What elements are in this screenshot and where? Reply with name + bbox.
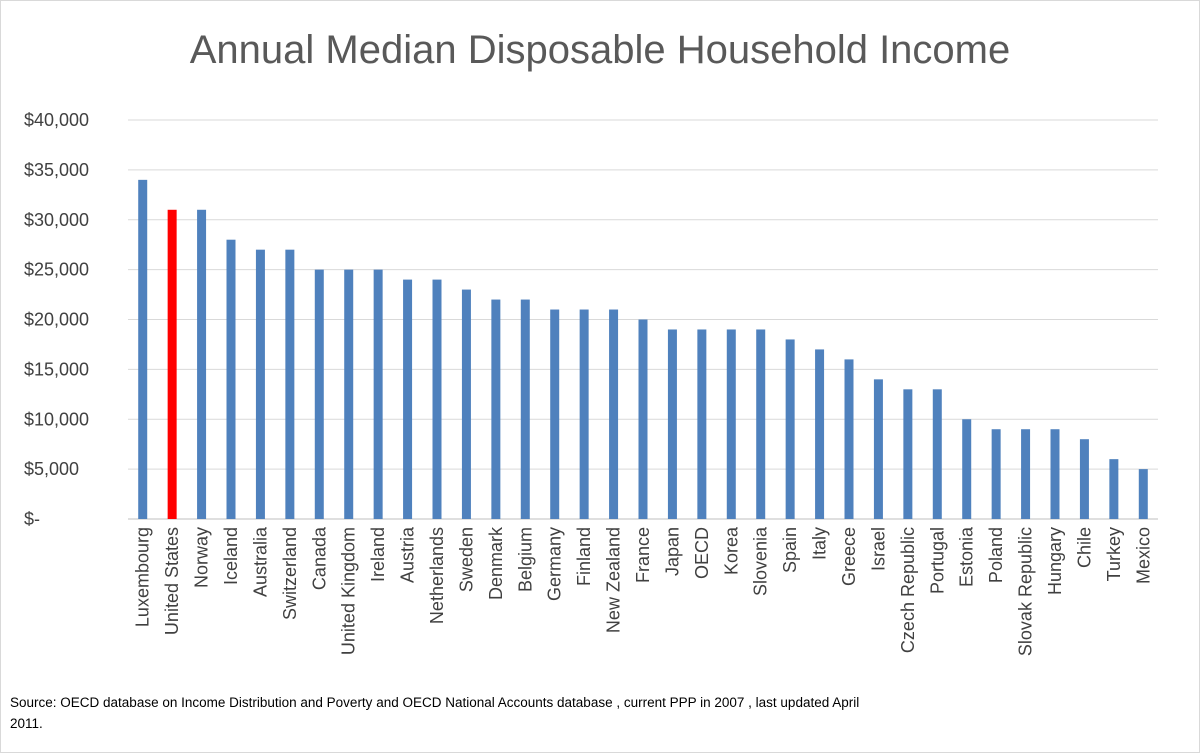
bar bbox=[579, 309, 589, 519]
source-note: Source: OECD database on Income Distribu… bbox=[10, 695, 860, 731]
x-tick-label: United States bbox=[162, 527, 182, 635]
bar bbox=[873, 379, 883, 519]
y-tick-label: $25,000 bbox=[24, 260, 89, 280]
x-tick-label: Germany bbox=[545, 527, 565, 601]
bar bbox=[609, 309, 619, 519]
x-tick-label: Turkey bbox=[1104, 527, 1124, 581]
x-tick-label: Estonia bbox=[957, 526, 977, 587]
y-tick-label: $20,000 bbox=[24, 310, 89, 330]
x-tick-label: Chile bbox=[1074, 527, 1094, 568]
bar bbox=[197, 209, 207, 519]
bar bbox=[403, 279, 413, 519]
x-tick-label: Netherlands bbox=[427, 527, 447, 624]
bar bbox=[138, 179, 148, 519]
bar bbox=[991, 429, 1001, 519]
x-tick-label: Belgium bbox=[515, 527, 535, 592]
bar bbox=[667, 329, 677, 519]
x-tick-label: Japan bbox=[662, 527, 682, 576]
x-tick-label: Italy bbox=[810, 527, 830, 560]
bar bbox=[432, 279, 442, 519]
bar bbox=[167, 209, 177, 519]
bar bbox=[844, 359, 854, 519]
bar bbox=[285, 249, 295, 520]
bar bbox=[638, 319, 648, 519]
y-tick-label: $5,000 bbox=[24, 459, 79, 479]
x-tick-label: Norway bbox=[192, 527, 212, 588]
bar bbox=[1021, 429, 1031, 519]
x-tick-label: Hungary bbox=[1045, 527, 1065, 595]
x-tick-label: United Kingdom bbox=[339, 527, 359, 655]
x-tick-label: Iceland bbox=[221, 527, 241, 585]
y-tick-label: $40,000 bbox=[24, 110, 89, 130]
x-tick-label: Czech Republic bbox=[898, 527, 918, 653]
x-tick-label: Korea bbox=[721, 526, 741, 575]
bar bbox=[491, 299, 501, 519]
bar bbox=[1138, 469, 1148, 519]
bar bbox=[815, 349, 825, 519]
bar bbox=[785, 339, 795, 519]
x-tick-label: Sweden bbox=[456, 527, 476, 592]
bar bbox=[520, 299, 530, 519]
x-tick-label: Austria bbox=[398, 526, 418, 583]
bar bbox=[1050, 429, 1060, 519]
bar bbox=[903, 389, 913, 519]
y-tick-label: $10,000 bbox=[24, 409, 89, 429]
y-tick-label: $15,000 bbox=[24, 359, 89, 379]
y-tick-label: $30,000 bbox=[24, 210, 89, 230]
bar bbox=[255, 249, 265, 520]
x-tick-label: Poland bbox=[986, 527, 1006, 583]
x-tick-label: OECD bbox=[692, 527, 712, 579]
x-tick-label: Switzerland bbox=[280, 527, 300, 620]
x-tick-label: Slovenia bbox=[751, 526, 771, 596]
bar bbox=[314, 269, 324, 519]
bar bbox=[1079, 439, 1089, 519]
x-tick-label: France bbox=[633, 527, 653, 583]
bar bbox=[962, 419, 972, 519]
y-tick-label: $- bbox=[24, 509, 40, 529]
x-tick-label: Ireland bbox=[368, 527, 388, 582]
chart-title: Annual Median Disposable Household Incom… bbox=[189, 28, 1011, 72]
x-tick-label: Spain bbox=[780, 527, 800, 573]
x-tick-label: Canada bbox=[309, 526, 329, 590]
x-tick-label: Greece bbox=[839, 527, 859, 586]
x-tick-label: Australia bbox=[250, 526, 270, 597]
x-tick-label: Mexico bbox=[1133, 527, 1153, 584]
bar bbox=[373, 269, 383, 519]
x-tick-label: Finland bbox=[574, 527, 594, 586]
x-tick-label: Denmark bbox=[486, 526, 506, 600]
bar bbox=[756, 329, 766, 519]
bar bbox=[726, 329, 736, 519]
y-tick-label: $35,000 bbox=[24, 160, 89, 180]
bar bbox=[550, 309, 560, 519]
bar bbox=[226, 239, 236, 519]
x-tick-label: Portugal bbox=[927, 527, 947, 594]
bar bbox=[932, 389, 942, 519]
bar bbox=[1109, 459, 1119, 519]
bar bbox=[461, 289, 471, 519]
x-tick-label: Slovak Republic bbox=[1016, 527, 1036, 656]
x-tick-label: Israel bbox=[868, 527, 888, 571]
x-tick-label: Luxembourg bbox=[133, 527, 153, 627]
bar bbox=[344, 269, 354, 519]
x-tick-label: New Zealand bbox=[604, 527, 624, 633]
bar bbox=[697, 329, 707, 519]
